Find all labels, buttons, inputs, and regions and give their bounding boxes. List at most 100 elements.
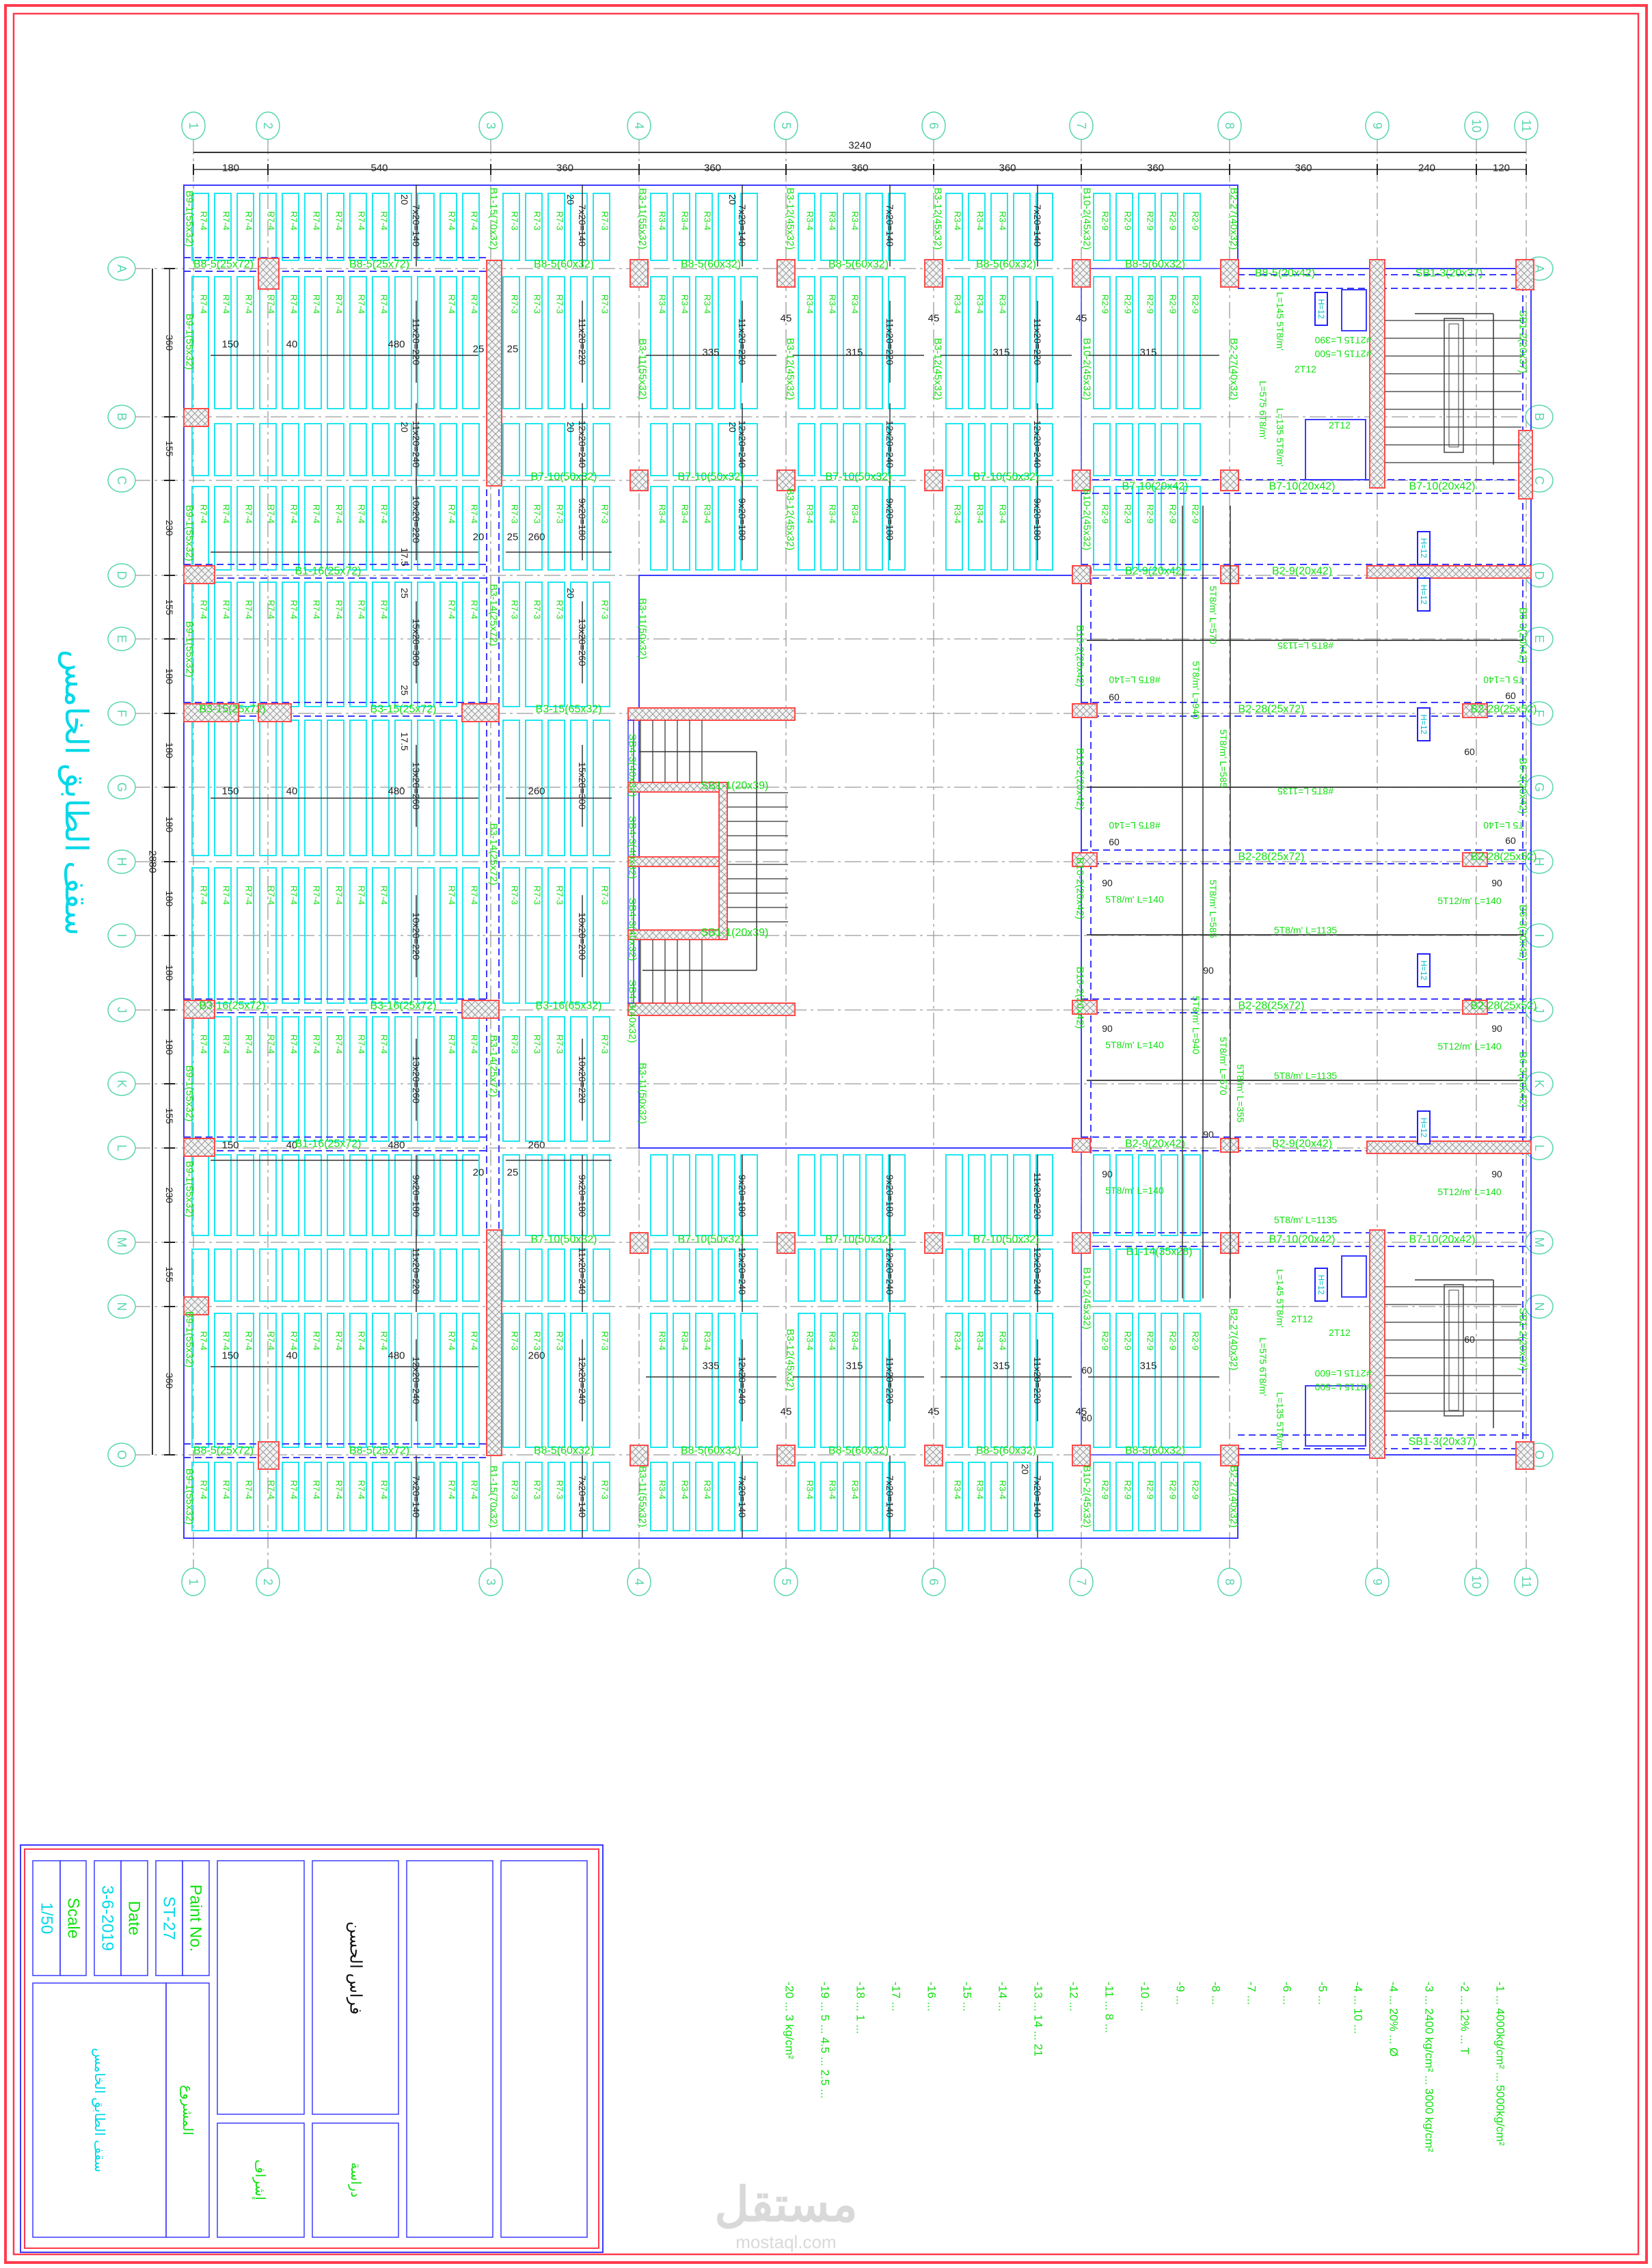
dimension-text: 240 bbox=[1418, 163, 1435, 174]
beam-label-vertical: B2-27(40x32) bbox=[1228, 1309, 1240, 1371]
dimension-text: 180 bbox=[164, 965, 175, 981]
rib-block bbox=[214, 1248, 232, 1302]
rib-block bbox=[349, 720, 367, 856]
rib-block bbox=[394, 1016, 412, 1142]
dimension-text: 360 bbox=[704, 163, 721, 174]
rib-label: R7-4 bbox=[312, 1035, 322, 1054]
note-line: -8 ... bbox=[1210, 1982, 1223, 2005]
rib-block bbox=[236, 276, 254, 409]
rib-block bbox=[259, 1248, 277, 1302]
beam-label-vertical: SB4-3(40x32) bbox=[627, 980, 638, 1043]
rib-block bbox=[888, 486, 906, 571]
rib-label: R3-4 bbox=[998, 504, 1008, 523]
rib-label: R3-4 bbox=[658, 504, 668, 523]
grid-row-label: G bbox=[115, 782, 128, 792]
column-section bbox=[183, 1296, 209, 1315]
rib-label: R3-4 bbox=[658, 1480, 668, 1499]
rib-label: R7-3 bbox=[510, 504, 520, 523]
rib-block bbox=[1183, 193, 1201, 261]
drawing-name: سقف الطابق الخامس bbox=[92, 2048, 107, 2172]
rib-block bbox=[327, 582, 344, 707]
rib-block bbox=[502, 1462, 520, 1531]
grid-bubble bbox=[627, 1568, 651, 1596]
rebar-label: L=145 5T8/m' bbox=[1275, 1269, 1286, 1328]
beam-label-vertical: B3-11(55x32) bbox=[637, 188, 649, 249]
rib-block bbox=[865, 1462, 883, 1531]
slab-opening bbox=[1305, 1385, 1366, 1447]
rib-label: R7-4 bbox=[289, 1035, 299, 1054]
rib-label: R2-9 bbox=[1168, 1480, 1178, 1499]
column-section bbox=[629, 469, 649, 491]
rib-block bbox=[282, 276, 299, 409]
rib-label: R7-4 bbox=[379, 1331, 390, 1350]
rib-spacing-text: 25 bbox=[399, 588, 410, 599]
bay-dimension-text: 150 bbox=[221, 339, 239, 351]
rib-block bbox=[327, 1462, 344, 1531]
rib-label: R3-4 bbox=[828, 211, 838, 230]
rib-label: R7-4 bbox=[267, 1035, 277, 1054]
rib-block bbox=[1183, 1313, 1201, 1448]
rebar-label: L=575 6T8/m' bbox=[1258, 1337, 1269, 1396]
column-section bbox=[924, 1445, 943, 1466]
beam-label-vertical: B10-2(20x42) bbox=[1074, 625, 1086, 687]
rebar-label-mirrored: #8T5 L=1135 bbox=[1277, 786, 1333, 797]
grid-column-label: 8 bbox=[1223, 1579, 1236, 1585]
rib-spacing-text: 20 bbox=[727, 422, 738, 433]
rib-block bbox=[349, 423, 367, 476]
beam-label-vertical: B3-12(45x32) bbox=[785, 188, 796, 250]
rib-block bbox=[673, 1248, 690, 1302]
rib-label: R3-4 bbox=[658, 295, 668, 314]
rib-label: R3-4 bbox=[805, 1331, 815, 1350]
rib-block bbox=[695, 423, 713, 476]
rib-label: R7-3 bbox=[532, 295, 543, 314]
grid-bubble bbox=[1464, 1568, 1489, 1596]
grid-bubble bbox=[478, 111, 503, 140]
rib-block bbox=[1093, 423, 1111, 476]
rib-label: R7-3 bbox=[532, 886, 543, 905]
rebar-label: 2T12 bbox=[1291, 1313, 1313, 1324]
rib-label: R7-4 bbox=[379, 886, 390, 905]
rib-block bbox=[439, 1248, 457, 1302]
grid-column-label: 2 bbox=[261, 1579, 275, 1585]
bay-dimension-text: 11x20=220 bbox=[1032, 1173, 1043, 1220]
grid-bubble bbox=[256, 1568, 280, 1596]
rib-block bbox=[865, 1154, 883, 1236]
rib-label: R3-4 bbox=[975, 1480, 986, 1499]
rib-block bbox=[1161, 1154, 1178, 1236]
rib-label: R7-4 bbox=[334, 1035, 344, 1054]
rib-block bbox=[570, 1313, 588, 1448]
rib-label: R7-4 bbox=[447, 295, 457, 314]
beam-label: B7-10(20x42) bbox=[1269, 1234, 1336, 1246]
beam-label: B7-10(20x42) bbox=[1409, 1234, 1476, 1246]
rib-label: R7-4 bbox=[267, 1331, 277, 1350]
rib-block bbox=[394, 1154, 412, 1236]
column-section bbox=[1366, 1140, 1532, 1154]
beam-label: B8-5(25x72) bbox=[193, 1445, 254, 1457]
column-section bbox=[258, 703, 292, 722]
rib-label: R7-4 bbox=[357, 211, 367, 230]
rib-block bbox=[820, 1154, 838, 1236]
rib-block bbox=[1115, 276, 1133, 409]
bay-dimension-text: 335 bbox=[702, 347, 719, 359]
grid-bubble bbox=[1069, 111, 1094, 140]
rib-label: R7-4 bbox=[267, 1480, 277, 1499]
grid-row-label: M bbox=[115, 1238, 128, 1248]
rib-block bbox=[417, 423, 435, 476]
column-section bbox=[1220, 1232, 1239, 1254]
rib-block bbox=[191, 720, 209, 856]
rib-block bbox=[843, 193, 861, 261]
bay-dimension-text: 315 bbox=[1139, 347, 1156, 359]
bay-dimension-text: 9x20=180 bbox=[411, 1175, 422, 1217]
rebar-label: L=135 5T8/m' bbox=[1275, 408, 1286, 467]
rib-block bbox=[1115, 1462, 1133, 1531]
bay-dimension-text: 315 bbox=[992, 347, 1010, 359]
rib-block bbox=[502, 193, 520, 261]
height-tag: H=12 bbox=[1419, 584, 1428, 604]
rib-block bbox=[650, 486, 668, 571]
rib-block bbox=[1138, 193, 1156, 261]
rib-block bbox=[525, 582, 543, 707]
rib-label: R7-4 bbox=[199, 600, 209, 619]
rebar-label: 5T8/m' L=570 bbox=[1218, 1037, 1229, 1095]
rib-spacing-text: 20 bbox=[1020, 1464, 1031, 1475]
rib-label: R3-4 bbox=[703, 211, 713, 230]
